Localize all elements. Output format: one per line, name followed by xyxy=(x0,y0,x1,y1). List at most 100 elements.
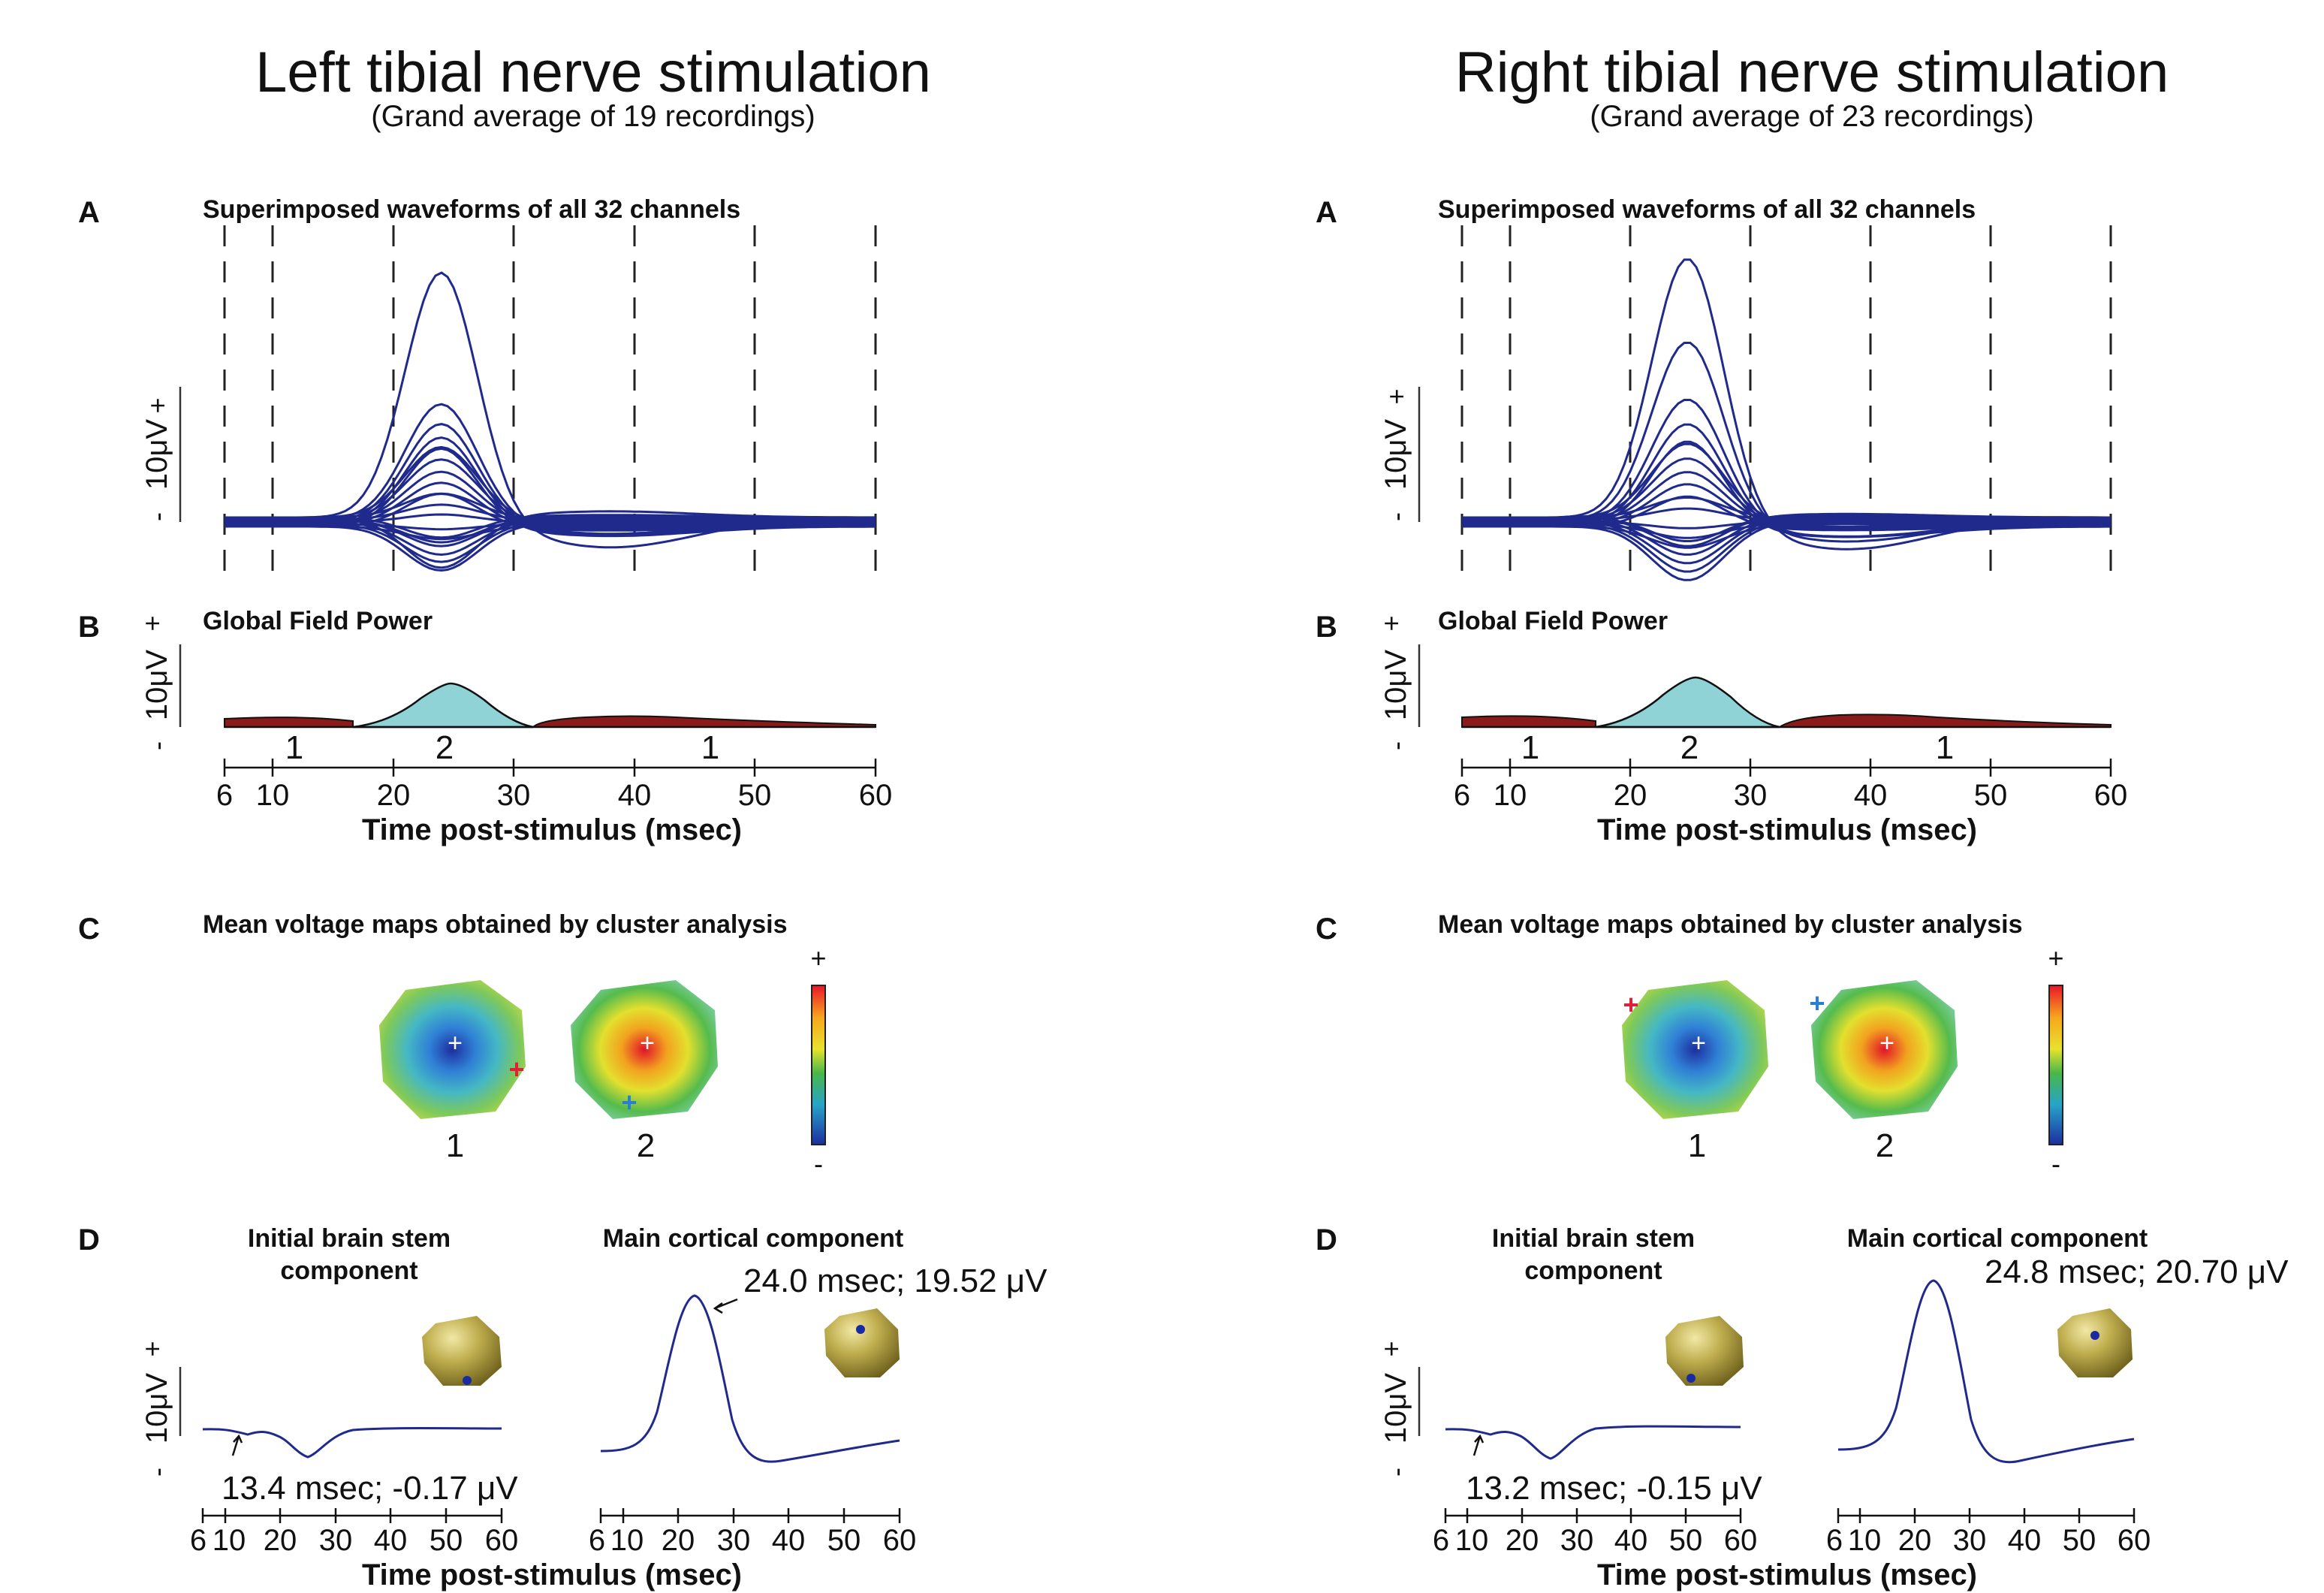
section-d-heading-left: Initial brain stem xyxy=(1492,1224,1695,1253)
x-axis-ab xyxy=(223,759,877,777)
section-a-heading: Superimposed waveforms of all 32 channel… xyxy=(1438,195,1976,224)
panel-letter-b: B xyxy=(1316,611,1337,644)
x-axis-label: Time post-stimulus (msec) xyxy=(362,1558,742,1591)
x-axis-label: Time post-stimulus (msec) xyxy=(362,813,742,846)
voltage-map-1: + + xyxy=(379,980,526,1119)
panel-letter-d: D xyxy=(78,1223,100,1257)
scale-minus: - xyxy=(1381,1468,1412,1477)
scale-label: 10μV xyxy=(140,419,173,490)
scale-label: 10μV xyxy=(1379,419,1412,490)
tick-label: 30 xyxy=(497,779,531,812)
head-electrode-icon xyxy=(422,1316,502,1386)
map-label: 2 xyxy=(637,1127,655,1164)
channel-waveform xyxy=(1462,513,2111,542)
gfp-segment-label: 1 xyxy=(285,729,303,766)
tick-label: 50 xyxy=(827,1524,861,1557)
scale-minus: - xyxy=(142,512,173,521)
scale-bar-b: + 10μV - xyxy=(1376,615,1421,750)
tick-label: 30 xyxy=(319,1524,353,1557)
channel-waveform xyxy=(1462,514,2111,556)
tick-label: 50 xyxy=(430,1524,463,1557)
tick-label: 6 xyxy=(1433,1524,1449,1557)
head-electrode-icon xyxy=(2057,1308,2133,1377)
scale-plus: + xyxy=(137,1341,167,1356)
x-tick-labels: 6 10 20 30 40 50 60 xyxy=(1454,779,2127,812)
panel-right: Right tibial nerve stimulation (Grand av… xyxy=(1316,41,2289,1591)
channel-waveform xyxy=(225,403,876,536)
panel-subtitle: (Grand average of 19 recordings) xyxy=(371,100,815,133)
voltage-map-2: + + xyxy=(571,980,718,1119)
section-b-heading: Global Field Power xyxy=(203,607,433,635)
x-axis-d-left xyxy=(1444,1508,1742,1523)
brainstem-waveform xyxy=(202,1427,502,1459)
x-tick-labels: 6 10 20 30 40 50 60 xyxy=(216,779,892,812)
panel-left: Left tibial nerve stimulation (Grand ave… xyxy=(78,41,1047,1591)
tick-label: 60 xyxy=(859,779,893,812)
x-tick-labels-d-right: 6 10 20 30 40 50 60 xyxy=(589,1524,916,1557)
tick-label: 40 xyxy=(374,1524,408,1557)
scale-plus: + xyxy=(1381,388,1412,404)
electrode-dot xyxy=(2090,1331,2099,1340)
panel-letter-a: A xyxy=(1316,196,1337,229)
tick-label: 20 xyxy=(1506,1524,1539,1557)
channel-waveform xyxy=(1462,342,2111,543)
map-extreme-marker: + xyxy=(1809,988,1825,1018)
x-tick-labels-d-right: 6 10 20 30 40 50 60 xyxy=(1826,1524,2151,1557)
panel-letter-b: B xyxy=(78,611,100,644)
brainstem-annotation: 13.2 msec; -0.15 μV xyxy=(1466,1470,1762,1507)
waveforms-a xyxy=(225,271,876,572)
x-axis-label: Time post-stimulus (msec) xyxy=(1597,1558,1977,1591)
map-center-marker: + xyxy=(1691,1029,1706,1057)
head-electrode-icon xyxy=(1665,1316,1744,1386)
brainstem-waveform xyxy=(1445,1425,1741,1460)
colorbar-minus: - xyxy=(2051,1148,2060,1179)
electrode-dot xyxy=(463,1376,472,1385)
cortical-waveform xyxy=(600,1294,900,1463)
section-d-heading-left: component xyxy=(1524,1257,1662,1285)
scale-bar-d: + 10μV - xyxy=(1376,1341,1421,1477)
gfp-segment-label: 1 xyxy=(1521,729,1539,766)
scale-minus: - xyxy=(142,741,173,750)
map-center-marker: + xyxy=(1879,1029,1894,1057)
colorbar-minus: - xyxy=(814,1148,823,1179)
tick-label: 40 xyxy=(1854,779,1888,812)
tick-label: 60 xyxy=(2118,1524,2151,1557)
channel-waveform xyxy=(225,271,876,549)
tick-label: 20 xyxy=(1898,1524,1932,1557)
gfp-chart: 1 2 1 xyxy=(1461,676,2111,766)
gfp-segment-label: 1 xyxy=(701,729,719,766)
head-electrode-icon xyxy=(824,1308,900,1377)
map-extreme-marker: + xyxy=(1623,989,1638,1020)
tick-label: 50 xyxy=(1669,1524,1703,1557)
tick-label: 6 xyxy=(190,1524,206,1557)
scale-plus: + xyxy=(137,615,167,631)
gfp-segment-1-late xyxy=(531,715,876,728)
tick-label: 10 xyxy=(1455,1524,1489,1557)
section-d-heading-left: Initial brain stem xyxy=(248,1224,451,1253)
panel-subtitle: (Grand average of 23 recordings) xyxy=(1590,100,2033,133)
tick-label: 40 xyxy=(772,1524,806,1557)
voltage-map-2: + + xyxy=(1809,980,1958,1119)
gfp-chart: 1 2 1 xyxy=(224,682,876,766)
tick-label: 20 xyxy=(264,1524,297,1557)
channel-waveform xyxy=(225,520,876,572)
scale-plus: + xyxy=(1376,1341,1406,1356)
channel-waveform xyxy=(1462,258,2111,551)
scale-bar-d: + 10μV - xyxy=(137,1341,182,1477)
gfp-segment-1-early xyxy=(1461,715,1596,728)
map-label: 2 xyxy=(1876,1127,1894,1164)
tick-label: 10 xyxy=(1494,779,1527,812)
electrode-dot xyxy=(1686,1374,1696,1383)
map-center-marker: + xyxy=(640,1029,655,1057)
colorbar-plus: + xyxy=(810,943,826,973)
cortical-annotation: 24.0 msec; 19.52 μV xyxy=(743,1263,1047,1299)
waveforms-a xyxy=(1462,258,2111,581)
gfp-segment-label: 1 xyxy=(1936,729,1954,766)
section-d-heading-right: Main cortical component xyxy=(1847,1224,2148,1253)
tick-label: 40 xyxy=(2008,1524,2042,1557)
tick-label: 10 xyxy=(256,779,290,812)
scale-bar-a: + 10μV - xyxy=(1379,387,1421,522)
panel-title: Right tibial nerve stimulation xyxy=(1455,41,2169,104)
brainstem-arrow xyxy=(1472,1434,1485,1456)
tick-label: 60 xyxy=(1724,1524,1758,1557)
